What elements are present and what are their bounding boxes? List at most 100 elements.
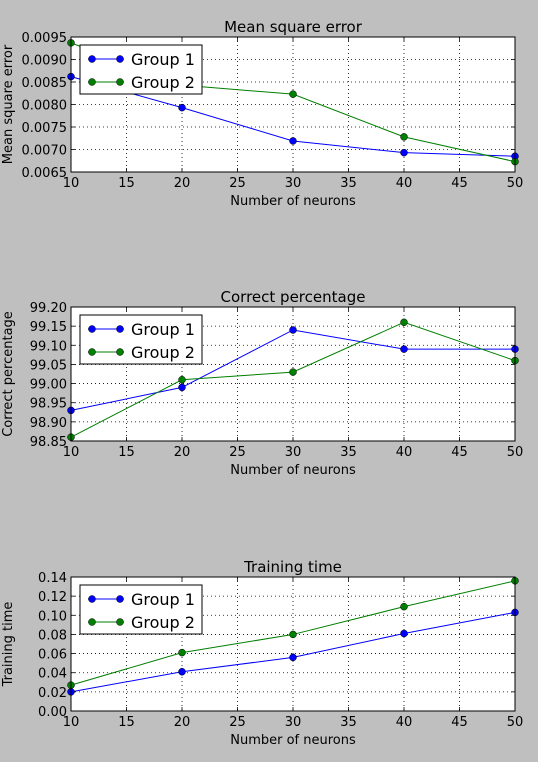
x-tick-label: 20: [174, 715, 191, 730]
x-tick-label: 25: [229, 715, 246, 730]
chart-3: 10 15 20 25 30 35 40 45 50 0.00 0.02 0.04 0.06 0.08 0.…: [1, 558, 523, 748]
y-tick-label: 99.05: [30, 358, 67, 373]
x-axis-label: Number of neurons: [230, 463, 356, 478]
x-tick-label: 20: [174, 176, 191, 191]
y-tick-label: 0.0085: [22, 76, 68, 91]
legend-marker: [88, 595, 96, 603]
y-tick-label: 0.0075: [22, 121, 68, 136]
y-tick-label: 0.06: [38, 648, 67, 663]
y-tick-label: 0.04: [38, 667, 67, 682]
x-tick-label: 50: [507, 715, 524, 730]
x-tick-label: 50: [507, 445, 524, 460]
plot-frame: [70, 306, 516, 442]
legend-label: Group 1: [131, 50, 195, 69]
x-tick-label: 20: [174, 445, 191, 460]
x-tick-label: 15: [118, 445, 135, 460]
legend-label: Group 1: [131, 590, 195, 609]
legend-label: Group 1: [131, 320, 195, 339]
legend-marker: [116, 325, 124, 333]
data-point: [400, 629, 408, 638]
x-tick-label: 35: [340, 715, 357, 730]
x-tick-label: 40: [396, 715, 413, 730]
data-point: [400, 318, 408, 327]
x-tick-label: 10: [63, 445, 80, 460]
legend: Group 1 Group 2: [79, 314, 203, 365]
legend-box: [79, 584, 203, 635]
y-tick-label: 0.02: [38, 686, 67, 701]
legend-marker: [88, 78, 96, 86]
data-point: [289, 630, 297, 639]
plot-frame: [70, 36, 516, 173]
legend-marker: [116, 618, 124, 626]
legend-marker: [88, 325, 96, 333]
x-tick-label: 15: [118, 715, 135, 730]
legend-box: [79, 44, 203, 95]
y-tick-label: 0.0065: [22, 166, 68, 181]
legend-label: Group 2: [131, 73, 195, 92]
legend-label: Group 2: [131, 613, 195, 632]
legend-box: [79, 314, 203, 365]
legend-marker: [88, 55, 96, 63]
x-tick-label: 10: [63, 176, 80, 191]
y-tick-label: 99.15: [30, 320, 67, 335]
x-tick-label: 30: [285, 715, 302, 730]
x-tick-label: 35: [340, 176, 357, 191]
y-tick-label: 99.20: [30, 301, 67, 316]
legend: Group 1 Group 2: [79, 44, 203, 95]
y-axis-label: Training time: [1, 602, 16, 688]
x-tick-label: 15: [118, 176, 135, 191]
chart-2: 10 15 20 25 30 35 40 45 50 98.85 98.90 98.95 99.00 99…: [1, 288, 523, 478]
x-tick-label: 45: [451, 176, 468, 191]
y-tick-label: 0.10: [38, 609, 67, 624]
data-point: [400, 345, 408, 353]
y-axis-label: Correct percentage: [1, 311, 16, 437]
data-point: [400, 148, 408, 157]
y-tick-label: 0.0095: [22, 31, 68, 46]
legend: Group 1 Group 2: [79, 584, 203, 635]
data-point: [289, 90, 297, 98]
data-point: [178, 375, 186, 384]
y-tick-label: 98.85: [30, 435, 67, 450]
data-point: [178, 103, 186, 112]
data-point: [400, 602, 408, 611]
chart-title: Training time: [243, 558, 342, 576]
y-tick-label: 0.0070: [22, 144, 68, 159]
legend-marker: [116, 55, 124, 63]
y-tick-label: 0.14: [38, 571, 67, 586]
legend-marker: [88, 348, 96, 356]
legend-marker: [88, 618, 96, 626]
legend-label: Group 2: [131, 343, 195, 362]
x-tick-label: 35: [340, 445, 357, 460]
x-tick-label: 25: [229, 445, 246, 460]
y-tick-label: 99.00: [30, 378, 67, 393]
data-point: [178, 648, 186, 657]
y-tick-label: 0.00: [38, 705, 67, 720]
data-point: [289, 137, 297, 145]
legend-marker: [116, 78, 124, 86]
x-tick-label: 40: [396, 445, 413, 460]
y-tick-label: 98.95: [30, 397, 67, 412]
data-point: [289, 653, 297, 662]
x-tick-label: 45: [451, 445, 468, 460]
chart-1: 10 15 20 25 30 35 40 45 50 0.0065 0.0070 0.0075 0.00…: [1, 18, 523, 209]
data-point: [178, 668, 186, 676]
legend-marker: [116, 595, 124, 603]
x-axis-label: Number of neurons: [230, 194, 356, 209]
plot-frame: [70, 576, 516, 712]
x-tick-label: 25: [229, 176, 246, 191]
y-tick-label: 0.12: [38, 590, 67, 605]
data-point: [400, 133, 408, 141]
data-point: [289, 326, 297, 334]
x-tick-label: 40: [396, 176, 413, 191]
x-tick-label: 30: [285, 176, 302, 191]
data-point: [178, 383, 186, 392]
legend-marker: [116, 348, 124, 356]
x-tick-label: 45: [451, 715, 468, 730]
chart-title: Correct percentage: [221, 288, 366, 306]
x-tick-label: 10: [63, 715, 80, 730]
x-axis-label: Number of neurons: [230, 733, 356, 748]
x-tick-label: 30: [285, 445, 302, 460]
y-axis-label: Mean square error: [1, 44, 16, 164]
data-point: [289, 368, 297, 376]
